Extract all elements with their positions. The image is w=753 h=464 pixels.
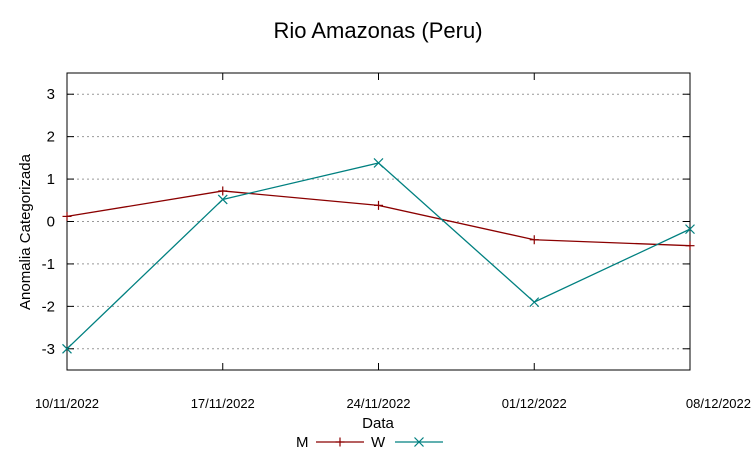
legend-label: M [296, 434, 309, 451]
series-line-W [66, 162, 691, 350]
y-tick-label: 0 [47, 214, 55, 231]
chart-title: Rio Amazonas (Peru) [273, 18, 482, 43]
grid-lines [67, 93, 690, 350]
y-tick-label: 2 [47, 129, 55, 146]
y-axis-label: Anomalia Categorizada [17, 153, 34, 310]
legend-label: W [371, 434, 386, 451]
y-tick-label: -1 [42, 256, 55, 273]
data-point-marker [62, 343, 72, 354]
x-tick-label: 17/11/2022 [191, 396, 255, 411]
data-point-marker [217, 194, 228, 205]
y-tick-label: 1 [47, 171, 55, 188]
x-axis: 10/11/2022 17/11/2022 24/11/2022 01/12/2022… [35, 73, 751, 411]
x-axis-label: Data [362, 415, 394, 432]
data-point-marker [373, 158, 384, 168]
x-tick-label: 01/12/2022 [502, 396, 567, 411]
series-line-M [66, 190, 691, 247]
series-W [62, 158, 695, 354]
y-tick-label: -2 [42, 298, 55, 315]
y-tick-label: 3 [47, 86, 55, 103]
x-tick-label: 10/11/2022 [35, 396, 99, 411]
series-M [62, 186, 695, 251]
x-tick-label: 08/12/2022 [686, 396, 751, 411]
series-group [62, 158, 695, 354]
x-tick-label: 24/11/2022 [346, 396, 410, 411]
data-point-marker [529, 297, 540, 308]
y-tick-label: -3 [42, 341, 55, 358]
y-axis: -3 -2 -1 0 1 2 3 [42, 86, 690, 358]
data-point-marker [414, 437, 424, 447]
data-point-marker [685, 224, 695, 235]
